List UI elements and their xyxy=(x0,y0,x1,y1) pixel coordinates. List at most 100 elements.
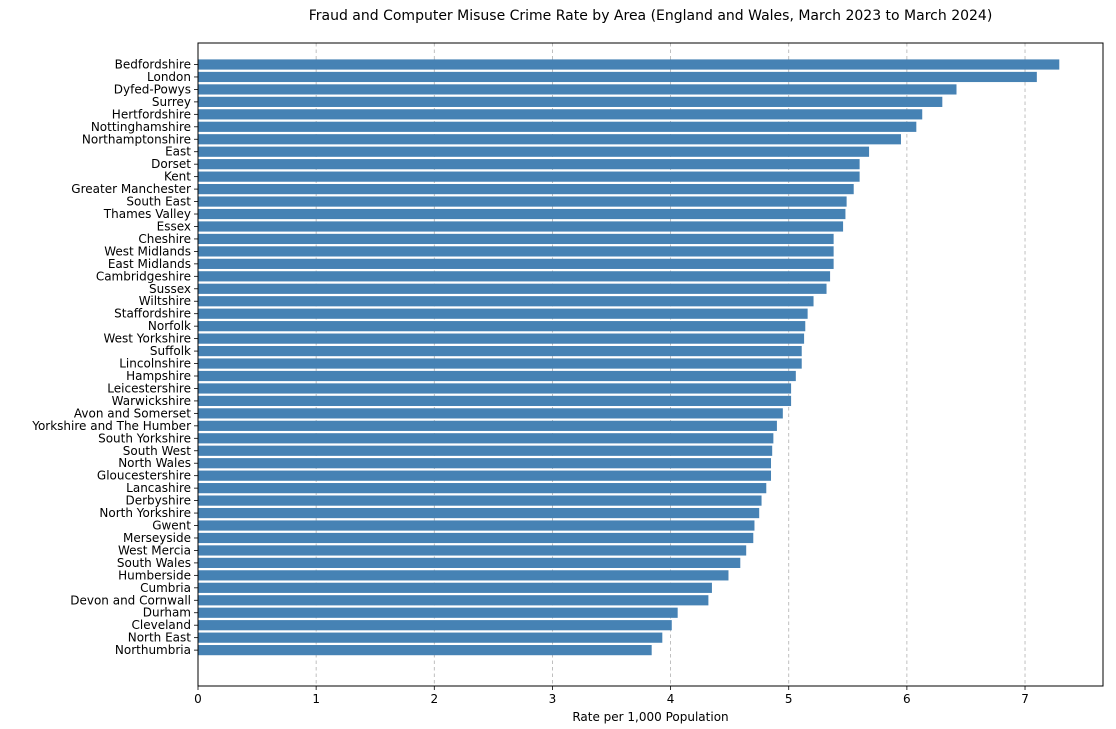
bar-cumbria xyxy=(198,582,712,593)
bar-south-wales xyxy=(198,557,741,568)
y-tick-label: Suffolk xyxy=(150,344,191,358)
bar-greater-manchester xyxy=(198,184,854,195)
chart-title: Fraud and Computer Misuse Crime Rate by … xyxy=(308,8,993,24)
bar-hertfordshire xyxy=(198,109,923,120)
bar-avon-and-somerset xyxy=(198,408,783,419)
y-tick-label: Lancashire xyxy=(126,481,191,495)
y-tick-label: Northamptonshire xyxy=(82,132,191,146)
y-tick-label: Cumbria xyxy=(140,581,191,595)
y-tick-label: Thames Valley xyxy=(103,207,191,221)
plot-frame xyxy=(197,42,1104,687)
y-tick-label: Northumbria xyxy=(115,643,191,657)
bar-leicestershire xyxy=(198,383,792,394)
y-tick-label: West Mercia xyxy=(118,543,191,557)
bar-lincolnshire xyxy=(198,358,802,369)
bar-durham xyxy=(198,607,678,618)
bar-cambridgeshire xyxy=(198,271,831,282)
bar-bedfordshire xyxy=(198,59,1060,70)
y-tick-label: Hampshire xyxy=(126,369,191,383)
bar-gwent xyxy=(198,520,755,531)
bar-humberside xyxy=(198,570,729,581)
bar-north-yorkshire xyxy=(198,507,760,519)
y-tick-label: Yorkshire and The Humber xyxy=(31,419,191,433)
bar-essex xyxy=(198,221,844,232)
bar-london xyxy=(198,71,1037,83)
x-axis-label: Rate per 1,000 Population xyxy=(572,710,729,724)
y-tick-label: Avon and Somerset xyxy=(74,406,191,420)
bar-norfolk xyxy=(198,321,806,332)
y-tick-label: Cambridgeshire xyxy=(96,269,191,283)
bar-north-wales xyxy=(198,458,772,469)
y-tick-label: Kent xyxy=(164,170,191,184)
y-tick-label: Leicestershire xyxy=(107,381,191,395)
y-tick-label: Devon and Cornwall xyxy=(70,593,191,607)
bar-south-yorkshire xyxy=(198,433,774,444)
bar-west-yorkshire xyxy=(198,333,805,344)
bar-sussex xyxy=(198,283,827,294)
y-tick-label: Warwickshire xyxy=(112,394,191,408)
bar-series xyxy=(198,59,1060,656)
y-tick-label: Sussex xyxy=(149,282,191,296)
bar-warwickshire xyxy=(198,395,792,407)
y-tick-label: Gwent xyxy=(152,519,191,533)
y-tick-label: Hertfordshire xyxy=(112,107,191,121)
y-tick-label: South Yorkshire xyxy=(98,431,191,445)
y-tick-label: Humberside xyxy=(118,568,191,582)
bar-kent xyxy=(198,171,860,182)
x-tick-label: 2 xyxy=(430,692,438,706)
y-tick-label: Wiltshire xyxy=(139,294,191,308)
y-tick-label: Nottinghamshire xyxy=(91,120,191,134)
bar-east xyxy=(198,146,870,157)
x-tick-label: 7 xyxy=(1021,692,1029,706)
y-tick-label: East Midlands xyxy=(108,257,191,271)
bar-north-east xyxy=(198,632,663,643)
bar-derbyshire xyxy=(198,495,762,506)
y-tick-label: Durham xyxy=(143,606,191,620)
y-tick-label: South East xyxy=(126,195,191,209)
bar-staffordshire xyxy=(198,308,808,319)
y-tick-label: Norfolk xyxy=(148,319,191,333)
y-tick-label: Bedfordshire xyxy=(115,58,191,72)
y-tick-label: Dorset xyxy=(151,157,191,171)
bar-dorset xyxy=(198,159,860,170)
bar-cheshire xyxy=(198,233,834,245)
bar-west-mercia xyxy=(198,545,747,556)
bar-nottinghamshire xyxy=(198,121,917,132)
y-tick-label: South West xyxy=(123,444,191,458)
bar-northamptonshire xyxy=(198,134,901,145)
bar-merseyside xyxy=(198,532,754,544)
y-tick-label: West Yorkshire xyxy=(103,332,191,346)
y-tick-label: Dyfed-Powys xyxy=(114,82,191,96)
x-tick-labels: 0 1 2 3 4 5 6 7 xyxy=(194,686,1029,706)
y-tick-label: North Wales xyxy=(118,456,191,470)
y-tick-label: Cleveland xyxy=(132,618,192,632)
x-tick-label: 3 xyxy=(549,692,557,706)
bar-devon-and-cornwall xyxy=(198,595,709,606)
bar-suffolk xyxy=(198,345,802,357)
x-tick-label: 5 xyxy=(785,692,793,706)
y-tick-labels: BedfordshireLondonDyfed-PowysSurreyHertf… xyxy=(31,58,198,657)
y-tick-label: Merseyside xyxy=(123,531,191,545)
bar-lancashire xyxy=(198,483,767,494)
x-tick-label: 0 xyxy=(194,692,202,706)
x-tick-label: 4 xyxy=(667,692,675,706)
bar-thames-valley xyxy=(198,208,846,220)
y-tick-label: South Wales xyxy=(117,556,191,570)
y-tick-label: Greater Manchester xyxy=(71,182,191,196)
y-tick-label: North Yorkshire xyxy=(99,506,191,520)
y-tick-label: London xyxy=(147,70,191,84)
y-tick-label: West Midlands xyxy=(104,244,191,258)
bar-surrey xyxy=(198,96,943,107)
bar-gloucestershire xyxy=(198,470,772,481)
y-tick-label: North East xyxy=(128,631,192,645)
bar-south-west xyxy=(198,445,773,456)
y-tick-label: Cheshire xyxy=(138,232,191,246)
bar-cleveland xyxy=(198,620,672,631)
y-tick-label: East xyxy=(165,145,191,159)
bar-northumbria xyxy=(198,645,652,656)
y-tick-label: Derbyshire xyxy=(125,494,191,508)
bar-wiltshire xyxy=(198,296,814,307)
y-tick-label: Staffordshire xyxy=(114,307,191,321)
